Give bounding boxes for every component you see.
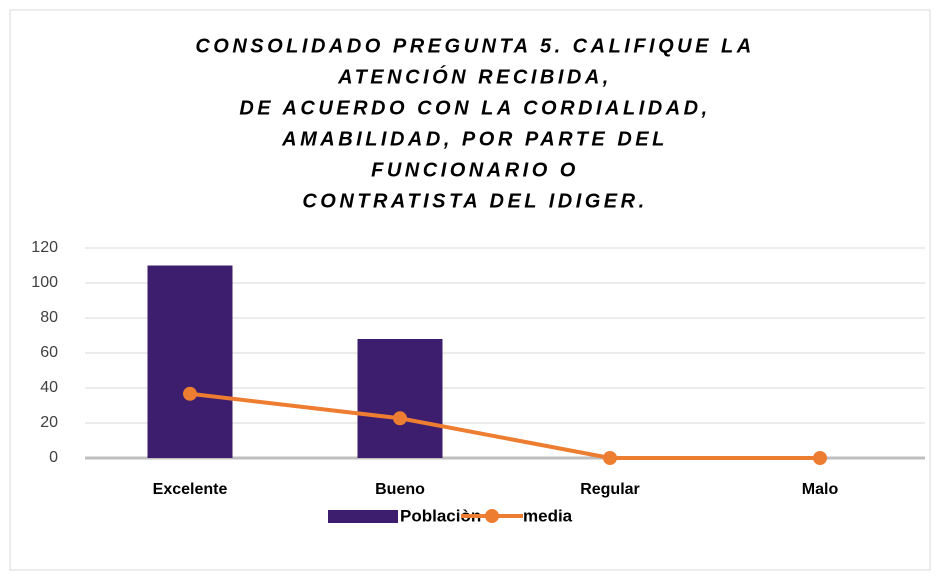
chart-title: CONSOLIDADO PREGUNTA 5. CALIFIQUE LA xyxy=(195,35,754,57)
marker xyxy=(183,386,197,401)
marker xyxy=(603,451,617,465)
x-tick-label: Bueno xyxy=(375,481,425,498)
x-tick-label: Malo xyxy=(802,481,839,498)
bar xyxy=(357,339,443,458)
y-tick-label: 80 xyxy=(40,309,58,326)
chart-title: DE ACUERDO CON LA CORDIALIDAD, xyxy=(239,97,710,119)
marker xyxy=(393,411,407,426)
x-tick-label: Excelente xyxy=(153,481,228,498)
x-tick-label: Regular xyxy=(580,481,640,498)
y-tick-label: 120 xyxy=(31,239,58,256)
bar xyxy=(147,265,233,458)
legend-label: Poblaciòn xyxy=(400,506,481,525)
chart-title: FUNCIONARIO O xyxy=(371,159,579,181)
legend-label: media xyxy=(523,506,573,525)
legend-swatch xyxy=(485,509,499,523)
y-tick-label: 60 xyxy=(40,344,58,361)
chart-title: ATENCIÓN RECIBIDA, xyxy=(337,64,612,88)
chart-title: AMABILIDAD, POR PARTE DEL xyxy=(281,128,668,150)
chart-title: CONTRATISTA DEL IDIGER. xyxy=(302,190,647,212)
y-tick-label: 40 xyxy=(40,379,58,396)
marker xyxy=(813,451,827,465)
legend-swatch xyxy=(328,510,398,523)
y-tick-label: 20 xyxy=(40,414,58,431)
y-tick-label: 100 xyxy=(31,274,58,291)
y-tick-label: 0 xyxy=(49,449,58,466)
line xyxy=(189,391,820,460)
